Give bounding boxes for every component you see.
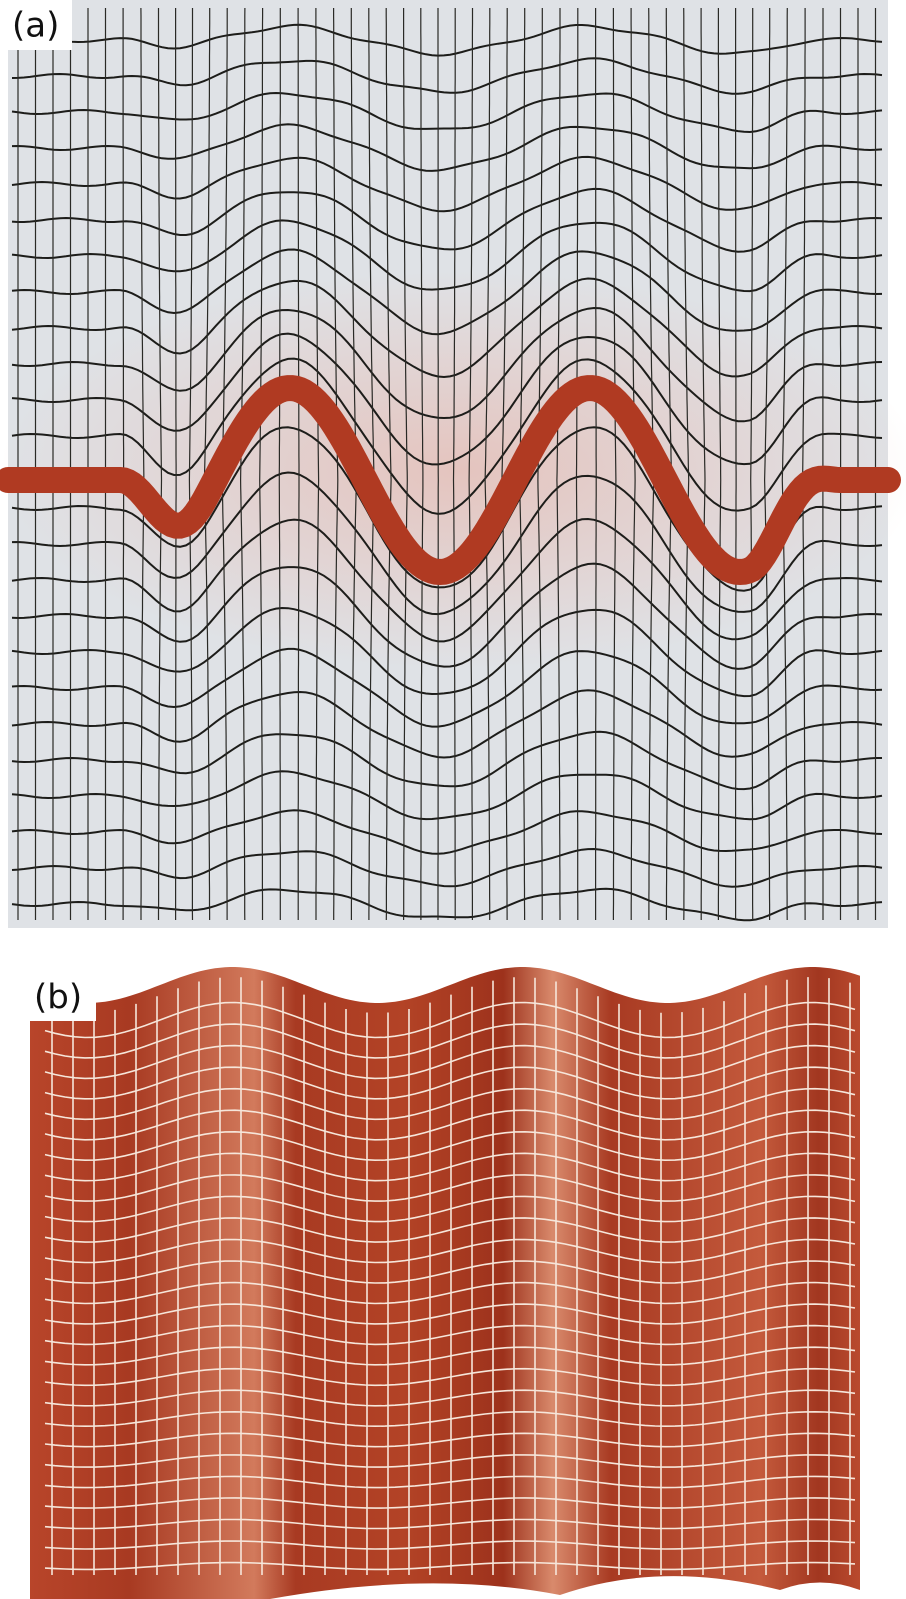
grid-line: [315, 8, 320, 920]
grid-line: [297, 8, 300, 920]
grid-line: [122, 8, 125, 920]
grid-line: [278, 8, 281, 920]
grid-line: [44, 1561, 856, 1571]
grid-line: [11, 426, 883, 592]
grid-line: [468, 8, 474, 920]
grid-line: [11, 219, 883, 293]
grid-line: [11, 606, 883, 698]
grid-line: [44, 1238, 856, 1264]
grid-line: [801, 8, 806, 920]
grid-line: [11, 809, 883, 855]
panel-label: (a): [12, 6, 59, 46]
grid-line: [11, 887, 883, 922]
grid-line: [537, 8, 543, 920]
grid-line: [44, 1066, 856, 1100]
grid-line: [556, 8, 561, 920]
sheet-grid: [44, 977, 856, 1575]
grid-line: [259, 8, 264, 920]
grid-line: [44, 1346, 856, 1366]
grid-line: [750, 8, 754, 920]
grid-line: [44, 1044, 856, 1080]
grid-line: [44, 1454, 856, 1468]
grid-line: [11, 562, 883, 670]
grid-line: [484, 8, 491, 920]
grid-line: [420, 8, 424, 920]
grid-line: [140, 7, 145, 920]
grid-line: [595, 8, 597, 920]
label-box: [8, 0, 72, 50]
grid-line: [11, 248, 883, 336]
grid-line: [44, 1367, 856, 1387]
grid-line: [44, 1195, 856, 1223]
grid-line: [368, 8, 375, 920]
grid-line: [11, 357, 883, 515]
grid-line: [11, 277, 883, 379]
grid-line: [44, 1130, 856, 1162]
grid-line: [44, 1518, 856, 1530]
grid-line: [44, 1023, 856, 1059]
grid-line: [188, 8, 194, 921]
grid-line: [700, 8, 706, 920]
grid-line: [11, 332, 883, 466]
grid-line: [333, 8, 339, 920]
grid-line: [717, 8, 722, 920]
grid-line: [44, 1389, 856, 1407]
grid-line: [763, 8, 771, 920]
grid-line: [11, 123, 883, 172]
grid-line: [11, 770, 883, 821]
grid-line: [44, 1174, 856, 1202]
grid-line: [44, 1217, 856, 1243]
grid-line: [781, 7, 788, 921]
grid-line: [11, 187, 883, 253]
grid-line: [44, 1260, 856, 1284]
grid-line: [44, 1303, 856, 1325]
grid-line: [44, 1001, 856, 1039]
grid-line: [44, 1475, 856, 1489]
folded-layer: [0, 375, 901, 586]
panel-label: (b): [34, 978, 82, 1018]
grid-line: [683, 7, 690, 921]
grid-line: [44, 1281, 856, 1305]
grid-line: [203, 8, 211, 920]
panel-b-sheet: [30, 967, 860, 1599]
grid-line: [11, 306, 883, 423]
grid-line: [44, 1410, 856, 1428]
grid-line: [11, 730, 882, 791]
grid-line: [11, 647, 883, 728]
grid-line: [11, 847, 883, 888]
grid-line: [239, 7, 246, 921]
grid-line: [11, 91, 883, 134]
grid-line: [575, 8, 579, 920]
label-box: [30, 975, 96, 1021]
grid-line: [11, 471, 883, 616]
grid-line: [44, 1432, 856, 1448]
grid-line: [11, 155, 883, 213]
grid-line: [501, 8, 508, 920]
grid-line: [44, 1109, 856, 1141]
deformed-grid: [11, 7, 883, 922]
grid-line: [44, 1497, 856, 1509]
grid-line: [44, 1152, 856, 1182]
grid-line: [157, 8, 163, 920]
grid-line: [452, 8, 456, 920]
grid-line: [175, 8, 177, 920]
grid-line: [630, 8, 636, 920]
grid-line: [11, 689, 883, 759]
grid-line: [11, 57, 883, 95]
grid-line: [612, 8, 617, 920]
grid-line: [44, 1087, 856, 1121]
grid-line: [11, 23, 883, 57]
grid-line: [403, 8, 408, 921]
grid-line: [735, 8, 737, 920]
grid-line: [44, 1540, 856, 1550]
grid-line: [11, 517, 883, 643]
grid-line: [44, 1324, 856, 1346]
grid-line: [385, 8, 392, 921]
